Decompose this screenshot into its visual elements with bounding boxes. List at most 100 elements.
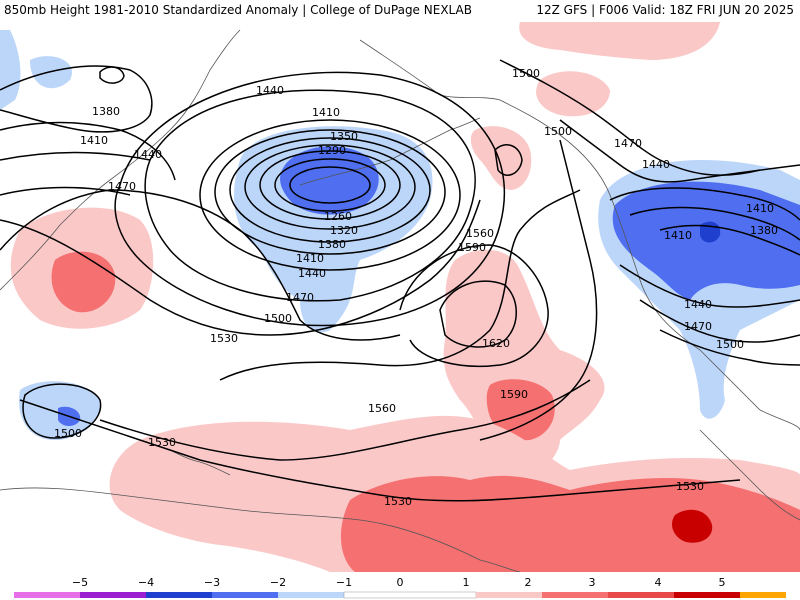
neg2-region-aleutian: [280, 146, 379, 215]
tick-label: −2: [270, 576, 286, 589]
tick-label: 5: [719, 576, 726, 589]
contour-label: 1530: [210, 332, 238, 345]
tick-label: −4: [138, 576, 154, 589]
contour-label: 1440: [256, 84, 284, 97]
contour-1560-south: [99, 379, 591, 461]
contour-1470-ring: [114, 71, 506, 327]
coastline-asia: [0, 29, 241, 291]
contour-westus-1410: [629, 206, 800, 241]
contour-aleutian-4: [244, 144, 416, 230]
contour-label: 1470: [614, 137, 642, 150]
coastline-alaska: [359, 39, 800, 431]
contour-label: 1320: [330, 224, 358, 237]
swatch-zero: [343, 591, 477, 599]
colorbar: −5 −4 −3 −2 −1 0 1 2 3 4 5: [14, 576, 786, 599]
contour-label: 1410: [80, 134, 108, 147]
contour-label: 1440: [134, 148, 162, 161]
pos2-region-ridge: [486, 379, 555, 441]
contour-1440-ring: [144, 89, 476, 302]
tick-label: 4: [655, 576, 662, 589]
contour-label: 1440: [298, 267, 326, 280]
contour-label: 1530: [148, 436, 176, 449]
tick-label: −1: [336, 576, 352, 589]
contour-label: 1590: [458, 241, 486, 254]
contour-westus-1440: [609, 187, 800, 221]
contour-label: 1380: [750, 224, 778, 237]
pos1-region-top: [519, 22, 720, 60]
contour-aleutian-6: [214, 129, 446, 255]
map-title: 850mb Height 1981-2010 Standardized Anom…: [4, 3, 472, 17]
contour-1500-east: [499, 59, 761, 176]
anomaly-shading: [0, 22, 800, 572]
contour-label: 1620: [482, 337, 510, 350]
tick-label: −3: [204, 576, 220, 589]
contour-label: 1530: [676, 480, 704, 493]
contour-aleutian-7: [199, 119, 461, 271]
contour-label: 1410: [296, 252, 324, 265]
contour-label: 1410: [312, 106, 340, 119]
swatch-pos5: [740, 592, 786, 598]
colorbar-legend: −5 −4 −3 −2 −1 0 1 2 3 4 5: [0, 572, 800, 600]
contour-label: 1560: [368, 402, 396, 415]
contour-1620: [439, 280, 517, 348]
contour-aleutian-3: [259, 150, 401, 220]
contour-westus-1500: [659, 329, 800, 366]
swatch-pos2: [542, 592, 608, 598]
title-bar: 850mb Height 1981-2010 Standardized Anom…: [0, 0, 800, 22]
tick-label: 2: [525, 576, 532, 589]
anomaly-map: 1380 1410 1440 1470 1440 1410 1350 1290 …: [0, 22, 800, 572]
contour-1530-gulf: [494, 144, 523, 176]
pos1-region-ridge: [443, 249, 605, 472]
contour-label: 1260: [324, 210, 352, 223]
contour-westus-1380: [659, 224, 800, 256]
contour-label: 1440: [684, 298, 712, 311]
tick-label: 0: [397, 576, 404, 589]
contour-nw-1380: [0, 65, 153, 133]
contour-label: 1500: [512, 67, 540, 80]
contour-label: 1410: [746, 202, 774, 215]
tick-label: 1: [463, 576, 470, 589]
swatch-pos4: [674, 592, 740, 598]
swatch-neg3: [146, 592, 212, 598]
pos2-region-west-pac: [51, 251, 116, 313]
coastline-mexico: [699, 429, 800, 521]
contour-label: 1440: [642, 158, 670, 171]
tick-label: −5: [72, 576, 88, 589]
contour-label: 1500: [264, 312, 292, 325]
contour-aleutian-5: [229, 137, 431, 243]
contour-label: 1470: [684, 320, 712, 333]
contour-label: 1500: [716, 338, 744, 351]
contour-label: 1380: [318, 238, 346, 251]
pos2-region-south: [340, 475, 800, 572]
contour-1530-south: [19, 399, 741, 502]
neg1-region-nw-corner: [0, 30, 21, 110]
swatch-pos3: [608, 592, 674, 598]
contour-labels: 1380 1410 1440 1470 1440 1410 1350 1290 …: [54, 67, 778, 508]
contour-label: 1470: [286, 291, 314, 304]
contour-nw-1470: [0, 186, 131, 196]
swatch-neg1: [278, 592, 344, 598]
coastline-hawaii: [169, 449, 231, 476]
contour-label: 1290: [318, 144, 346, 157]
model-run-info: 12Z GFS | F006 Valid: 18Z FRI JUN 20 202…: [536, 3, 794, 17]
pos1-region-alaska: [536, 71, 610, 117]
contour-label: 1560: [466, 227, 494, 240]
contour-label: 1470: [108, 180, 136, 193]
swatch-neg2: [212, 592, 278, 598]
contour-1590-inner: [399, 244, 549, 368]
swatch-neg4: [80, 592, 146, 598]
contour-aleutian-2: [274, 158, 386, 212]
coastline-central-america: [0, 487, 521, 572]
contour-label: 1500: [54, 427, 82, 440]
contour-label: 1530: [384, 495, 412, 508]
contour-small-north: [99, 66, 125, 84]
contour-label: 1350: [330, 130, 358, 143]
swatch-pos1: [476, 592, 542, 598]
pos4-region-south: [672, 509, 713, 543]
height-contours: [0, 59, 800, 502]
coastlines: [0, 29, 800, 572]
contour-label: 1380: [92, 105, 120, 118]
tick-label: 3: [589, 576, 596, 589]
contour-1470-east: [559, 119, 800, 183]
contour-hawaii-1500: [22, 383, 102, 439]
